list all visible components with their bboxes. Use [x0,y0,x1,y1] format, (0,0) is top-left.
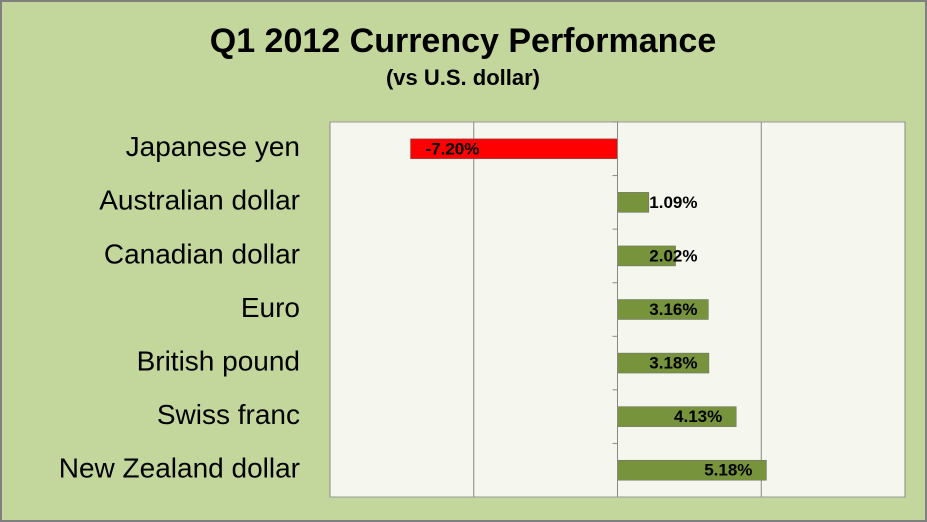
value-label: 1.09% [649,193,697,212]
chart-subtitle: (vs U.S. dollar) [386,65,540,90]
y-tick-label: New Zealand dollar [59,453,300,484]
y-tick-label: Australian dollar [99,185,300,216]
value-label: 2.02% [649,246,697,265]
y-tick-label: Japanese yen [126,131,300,162]
y-tick-label: Euro [241,292,300,323]
chart-title: Q1 2012 Currency Performance [210,22,716,60]
y-tick-label: Swiss franc [157,399,300,430]
value-label: 5.18% [704,461,752,480]
bar [617,192,650,213]
y-tick-label: Canadian dollar [104,238,300,269]
y-tick-label: British pound [137,345,300,376]
value-label: 4.13% [674,407,722,426]
value-label: 3.16% [649,300,697,319]
value-label: -7.20% [426,139,480,158]
value-label: 3.18% [649,354,697,373]
